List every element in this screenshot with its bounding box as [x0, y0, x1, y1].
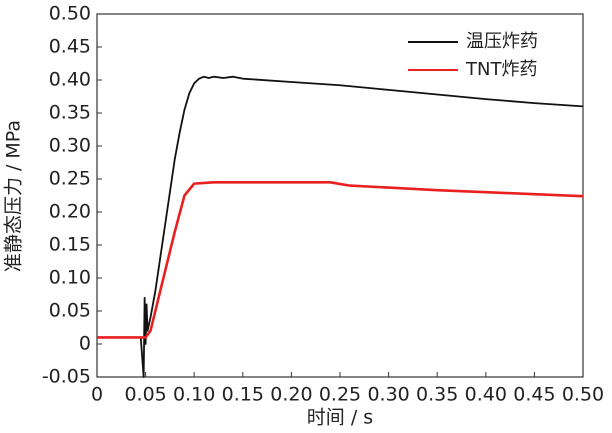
y-tick-label: 0.35 [49, 102, 91, 124]
y-tick-label: 0 [79, 333, 91, 355]
y-tick-label: 0.10 [49, 267, 91, 289]
x-tick-label: 0.30 [367, 384, 409, 406]
x-tick-label: 0.35 [416, 384, 458, 406]
y-tick-label: 0.40 [49, 69, 91, 91]
x-tick-label: 0.25 [319, 384, 361, 406]
x-tick-label: 0.20 [270, 384, 312, 406]
x-axis-title: 时间 / s [307, 407, 373, 429]
x-tick-label: 0.45 [513, 384, 555, 406]
y-tick-label: 0.30 [49, 135, 91, 157]
y-tick-label: 0.20 [49, 201, 91, 223]
legend-text: TNT炸药 [465, 59, 537, 80]
x-tick-label: 0.15 [222, 384, 264, 406]
x-tick-label: 0.50 [562, 384, 604, 406]
series-line [97, 181, 584, 339]
y-tick-label: 0.15 [49, 234, 91, 256]
series-line [97, 75, 584, 378]
y-axis-title: 准静态压力 / MPa [3, 120, 25, 272]
x-tick-label: 0.05 [124, 384, 166, 406]
x-tick-label: 0.10 [173, 384, 215, 406]
y-tick-label: 0.05 [49, 300, 91, 322]
y-tick-label: 0.45 [49, 36, 91, 58]
y-tick-label: 0.50 [49, 3, 91, 25]
legend-text: 温压炸药 [466, 31, 538, 52]
y-tick-label: 0.25 [49, 168, 91, 190]
y-tick-label: -0.05 [42, 366, 91, 388]
x-tick-label: 0.40 [465, 384, 507, 406]
x-tick-label: 0 [91, 384, 103, 406]
